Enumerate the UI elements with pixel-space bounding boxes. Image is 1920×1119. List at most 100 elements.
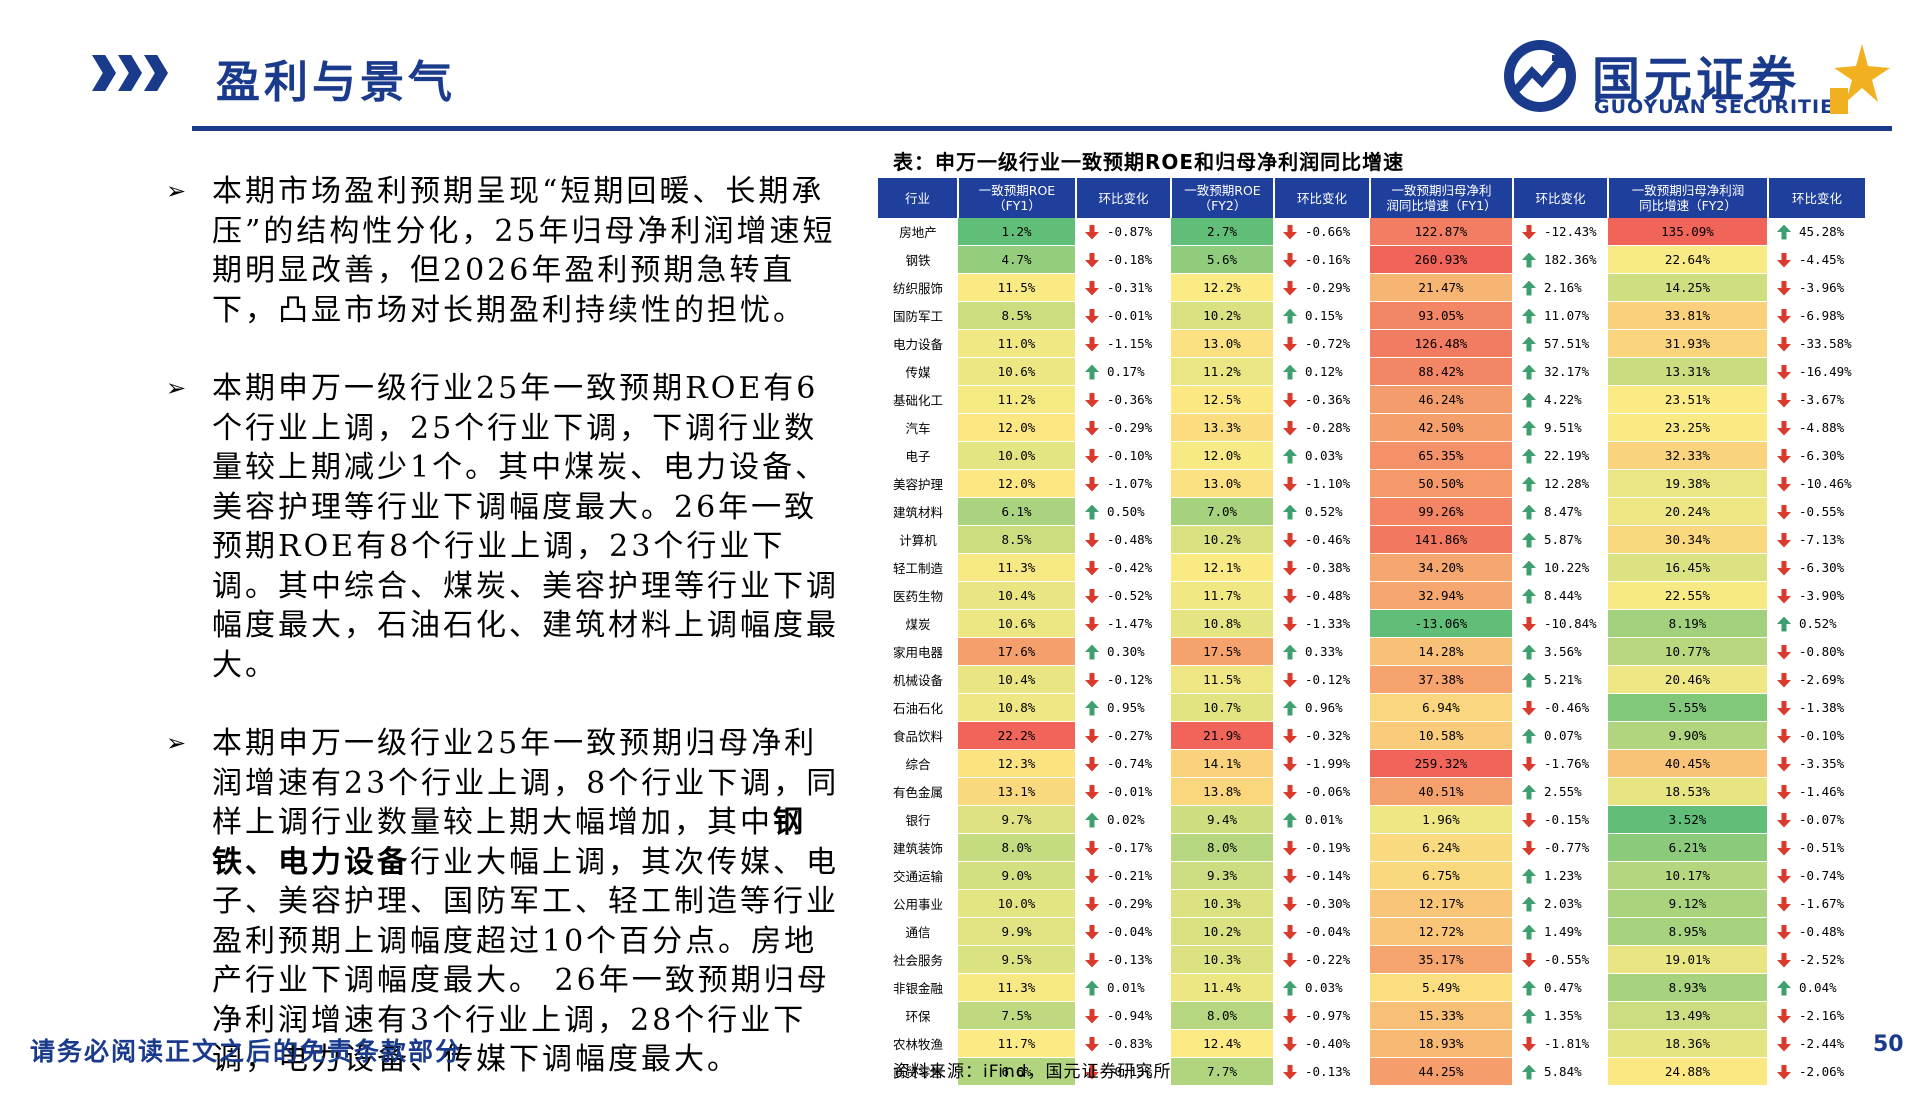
- value-cell: 1.2%: [958, 218, 1077, 246]
- change-value: -3.96%: [1799, 279, 1845, 295]
- arrow-down-icon: [1085, 532, 1099, 548]
- change-value: -0.21%: [1107, 867, 1153, 883]
- value-cell: 30.34%: [1608, 525, 1769, 554]
- change-cell: 1.35%: [1513, 1001, 1608, 1030]
- arrow-down-icon: [1085, 308, 1099, 324]
- arrow-down-icon: [1283, 588, 1297, 604]
- arrow-up-icon: [1283, 644, 1297, 660]
- bullet-list: ➢ 本期市场盈利预期呈现“短期回暖、长期承压”的结构性分化，25年归母净利润增速短…: [160, 172, 850, 1119]
- column-header: 环比变化: [1513, 178, 1609, 218]
- value-cell: 17.5%: [1171, 637, 1275, 666]
- change-cell: -0.48%: [1768, 917, 1866, 946]
- change-value: -0.22%: [1305, 951, 1351, 967]
- industry-name: 交通运输: [878, 861, 958, 890]
- arrow-down-icon: [1085, 420, 1099, 436]
- arrow-down-icon: [1283, 560, 1297, 576]
- arrow-down-icon: [1283, 868, 1297, 884]
- change-value: 0.17%: [1107, 363, 1145, 379]
- change-value: -0.13%: [1107, 1063, 1153, 1079]
- change-value: -1.15%: [1107, 335, 1153, 351]
- value-cell: 93.05%: [1370, 301, 1514, 330]
- arrow-down-icon: [1085, 252, 1099, 268]
- change-value: -0.72%: [1305, 335, 1351, 351]
- arrow-down-icon: [1522, 616, 1536, 632]
- change-cell: 0.50%: [1076, 497, 1171, 526]
- arrow-down-icon: [1777, 644, 1791, 660]
- arrow-up-icon: [1283, 504, 1297, 520]
- value-cell: 13.8%: [1171, 777, 1275, 806]
- change-value: -0.80%: [1799, 643, 1845, 659]
- value-cell: 35.17%: [1370, 945, 1514, 974]
- arrow-down-icon: [1777, 252, 1791, 268]
- change-cell: -0.51%: [1768, 833, 1866, 862]
- value-cell: 37.38%: [1370, 665, 1514, 694]
- change-cell: -1.47%: [1076, 609, 1171, 638]
- change-value: -0.31%: [1107, 279, 1153, 295]
- change-cell: -0.97%: [1274, 1001, 1370, 1030]
- change-value: 8.44%: [1544, 587, 1582, 603]
- arrow-up-icon: [1522, 308, 1536, 324]
- change-cell: 5.84%: [1513, 1057, 1608, 1086]
- value-cell: 13.0%: [1171, 329, 1275, 358]
- arrow-down-icon: [1085, 924, 1099, 940]
- industry-name: 传媒: [878, 357, 958, 386]
- change-value: 4.22%: [1544, 391, 1582, 407]
- value-cell: 8.93%: [1608, 973, 1769, 1002]
- value-cell: 19.01%: [1608, 945, 1769, 974]
- change-cell: -0.55%: [1768, 497, 1866, 526]
- industry-name: 公用事业: [878, 889, 958, 918]
- value-cell: 33.81%: [1608, 301, 1769, 330]
- value-cell: 5.49%: [1370, 973, 1514, 1002]
- change-value: -0.48%: [1305, 587, 1351, 603]
- change-value: -7.13%: [1799, 531, 1845, 547]
- table-row: 有色金属 13.1% -0.01% 13.8% -0.06% 40.51% 2.55% 18.…: [878, 777, 1866, 806]
- change-cell: -1.10%: [1274, 469, 1370, 498]
- change-cell: -0.29%: [1076, 413, 1171, 442]
- arrow-up-icon: [1522, 252, 1536, 268]
- change-cell: 0.95%: [1076, 693, 1171, 722]
- table-row: 国防军工 8.5% -0.01% 10.2% 0.15% 93.05% 11.07% 33.8…: [878, 301, 1866, 330]
- change-value: -0.94%: [1107, 1007, 1153, 1023]
- arrow-down-icon: [1777, 952, 1791, 968]
- arrow-up-icon: [1085, 700, 1099, 716]
- industry-name: 煤炭: [878, 609, 958, 638]
- arrow-up-icon: [1522, 644, 1536, 660]
- change-value: -0.18%: [1107, 251, 1153, 267]
- change-value: -0.10%: [1107, 447, 1153, 463]
- value-cell: 8.0%: [1171, 1001, 1275, 1030]
- change-cell: 2.03%: [1513, 889, 1608, 918]
- change-cell: 0.01%: [1274, 805, 1370, 834]
- value-cell: 22.55%: [1608, 581, 1769, 610]
- value-cell: 12.0%: [958, 413, 1077, 442]
- change-value: 10.22%: [1544, 559, 1590, 575]
- industry-name: 电子: [878, 441, 958, 470]
- industry-name: 食品饮料: [878, 721, 958, 750]
- change-cell: -2.69%: [1768, 665, 1866, 694]
- arrow-down-icon: [1522, 700, 1536, 716]
- change-cell: -10.46%: [1768, 469, 1866, 498]
- change-cell: -3.96%: [1768, 273, 1866, 302]
- value-cell: 10.3%: [1171, 889, 1275, 918]
- change-cell: -0.13%: [1076, 945, 1171, 974]
- change-value: 0.01%: [1305, 811, 1343, 827]
- change-value: -0.51%: [1799, 839, 1845, 855]
- arrow-down-icon: [1522, 812, 1536, 828]
- value-cell: 2.7%: [1171, 218, 1275, 246]
- arrow-down-icon: [1085, 588, 1099, 604]
- arrow-up-icon: [1522, 980, 1536, 996]
- change-cell: 9.51%: [1513, 413, 1608, 442]
- value-cell: 9.9%: [958, 917, 1077, 946]
- value-cell: 10.58%: [1370, 721, 1514, 750]
- arrow-down-icon: [1085, 1008, 1099, 1024]
- change-cell: 0.01%: [1076, 973, 1171, 1002]
- value-cell: 4.7%: [958, 245, 1077, 274]
- value-cell: 18.53%: [1608, 777, 1769, 806]
- value-cell: 22.2%: [958, 721, 1077, 750]
- change-value: -0.55%: [1799, 503, 1845, 519]
- arrow-down-icon: [1283, 532, 1297, 548]
- column-header: 环比变化: [1076, 178, 1172, 218]
- change-cell: -10.84%: [1513, 609, 1608, 638]
- value-cell: 10.77%: [1608, 637, 1769, 666]
- change-value: -0.12%: [1305, 671, 1351, 687]
- change-cell: -0.07%: [1768, 805, 1866, 834]
